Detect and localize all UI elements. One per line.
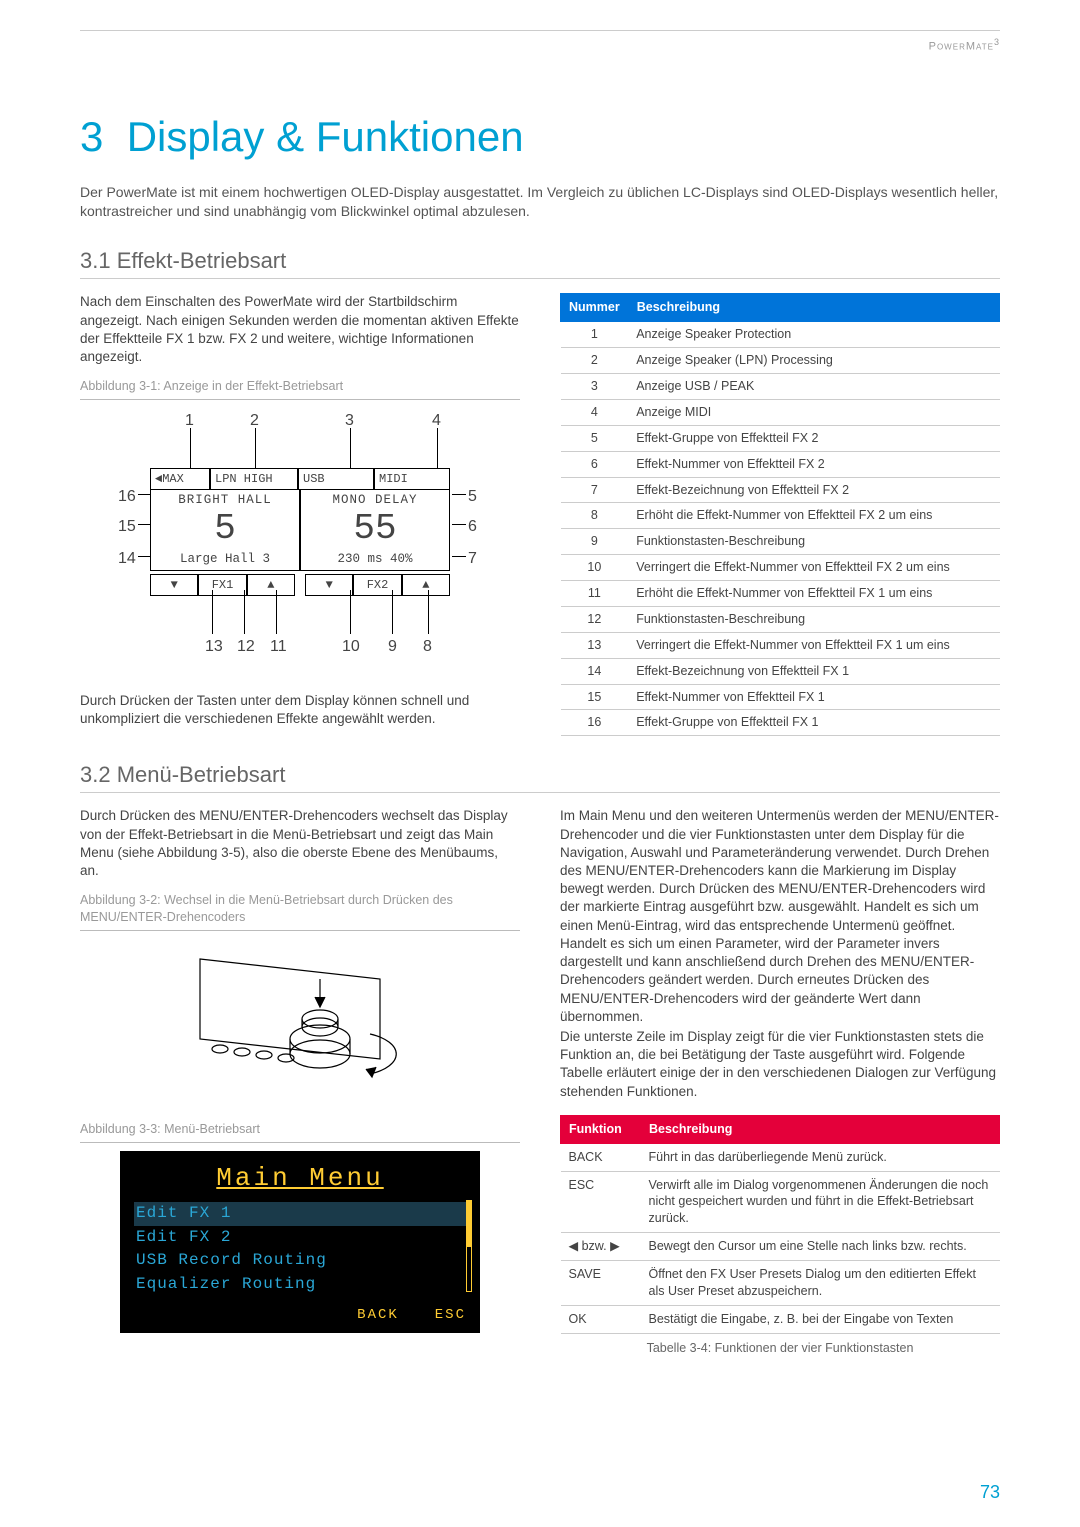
table-row: OKBestätigt die Eingabe, z. B. bei der E… [561, 1305, 1000, 1333]
fig-3-1-caption: Abbildung 3-1: Anzeige in der Effekt-Bet… [80, 378, 520, 395]
sec32-right-para2: Die unterste Zeile im Display zeigt für … [560, 1028, 1000, 1101]
desc-th-desc: Beschreibung [628, 294, 999, 322]
intro-paragraph: Der PowerMate ist mit einem hochwertigen… [80, 183, 1000, 221]
oled-fx2-down: ▼ [305, 574, 353, 596]
menu-item-2: USB Record Routing [134, 1249, 466, 1273]
table-row: BACKFührt in das darüberliegende Menü zu… [561, 1143, 1000, 1171]
table-row: 5Effekt-Gruppe von Effektteil FX 2 [561, 425, 1000, 451]
table-row: 14Effekt-Bezeichnung von Effektteil FX 1 [561, 658, 1000, 684]
fig-3-2-caption: Abbildung 3-2: Wechsel in die Menü-Betri… [80, 892, 520, 926]
table-row: 8Erhöht die Effekt-Nummer von Effektteil… [561, 503, 1000, 529]
function-table: Funktion Beschreibung BACKFührt in das d… [560, 1115, 1000, 1334]
func-th-1: Beschreibung [641, 1115, 1000, 1143]
oled-fx1-down: ▼ [150, 574, 198, 596]
table-row: 15Effekt-Nummer von Effektteil FX 1 [561, 684, 1000, 710]
table-row: 13Verringert die Effekt-Nummer von Effek… [561, 632, 1000, 658]
table-row: 7Effekt-Bezeichnung von Effektteil FX 2 [561, 477, 1000, 503]
oled-fx2-detail: 230 ms 40% [300, 549, 450, 571]
sec31-para2: Durch Drücken der Tasten unter dem Displ… [80, 692, 520, 728]
table-row: ESCVerwirft alle im Dialog vorgenommenen… [561, 1171, 1000, 1233]
fig-3-2-encoder [170, 939, 430, 1109]
menu-item-1: Edit FX 2 [134, 1226, 466, 1250]
menu-title: Main Menu [134, 1161, 466, 1196]
table-row: 3Anzeige USB / PEAK [561, 374, 1000, 400]
oled-fx2-num: 55 [300, 511, 450, 549]
table-row: ◀ bzw. ▶Bewegt den Cursor um eine Stelle… [561, 1233, 1000, 1261]
table-row: 10Verringert die Effekt-Nummer von Effek… [561, 555, 1000, 581]
oled-fx1-label: FX1 [198, 574, 246, 596]
table-row: 2Anzeige Speaker (LPN) Processing [561, 348, 1000, 374]
table-row: 11Erhöht die Effekt-Nummer von Effekttei… [561, 581, 1000, 607]
softkey-back: BACK [357, 1306, 399, 1325]
section-3-1-heading: 3.1 Effekt-Betriebsart [80, 248, 1000, 274]
oled-fx2-up: ▲ [402, 574, 450, 596]
oled-fx1-num: 5 [150, 511, 300, 549]
table-row: 9Funktionstasten-Beschreibung [561, 529, 1000, 555]
table-row: 12Funktionstasten-Beschreibung [561, 606, 1000, 632]
menu-item-0: Edit FX 1 [134, 1202, 466, 1226]
brand-sup: 3 [994, 37, 1000, 47]
oled-speaker-icon: ◄ MAX [150, 468, 210, 490]
section-3-2-heading: 3.2 Menü-Betriebsart [80, 762, 1000, 788]
func-table-caption: Tabelle 3-4: Funktionen der vier Funktio… [560, 1340, 1000, 1357]
fig-3-1-diagram: 1 2 3 4 5 6 7 16 15 14 13 12 [90, 408, 510, 678]
brand: PowerMate [929, 41, 994, 53]
table-row: SAVEÖffnet den FX User Presets Dialog um… [561, 1261, 1000, 1306]
softkey-esc: ESC [435, 1306, 466, 1325]
table-row: 16Effekt-Gruppe von Effektteil FX 1 [561, 710, 1000, 736]
fig-3-3-caption: Abbildung 3-3: Menü-Betriebsart [80, 1121, 520, 1138]
menu-scrollbar [466, 1200, 472, 1292]
table-row: 4Anzeige MIDI [561, 399, 1000, 425]
oled-fx1-detail: Large Hall 3 [150, 549, 300, 571]
sec31-para1: Nach dem Einschalten des PowerMate wird … [80, 293, 520, 366]
oled-usb: USB [298, 468, 374, 490]
desc-th-num: Nummer [561, 294, 629, 322]
oled-midi: MIDI [374, 468, 450, 490]
sec32-left-para: Durch Drücken des MENU/ENTER-Drehencoder… [80, 807, 520, 880]
menu-item-3: Equalizer Routing [134, 1273, 466, 1297]
table-row: 6Effekt-Nummer von Effektteil FX 2 [561, 451, 1000, 477]
oled-fx2-label: FX2 [353, 574, 401, 596]
fig-3-3-main-menu: Main Menu Edit FX 1 Edit FX 2 USB Record… [120, 1151, 480, 1333]
sec32-right-para1: Im Main Menu und den weiteren Untermenüs… [560, 807, 1000, 1026]
running-head: PowerMate3 [80, 37, 1000, 53]
chapter-title: 3 Display & Funktionen [80, 113, 1000, 161]
func-th-0: Funktion [561, 1115, 641, 1143]
oled-lpn: LPN HIGH [210, 468, 298, 490]
table-row: 1Anzeige Speaker Protection [561, 322, 1000, 348]
oled-fx1-up: ▲ [247, 574, 295, 596]
page-number: 73 [980, 1482, 1000, 1503]
description-table: Nummer Beschreibung 1Anzeige Speaker Pro… [560, 293, 1000, 736]
